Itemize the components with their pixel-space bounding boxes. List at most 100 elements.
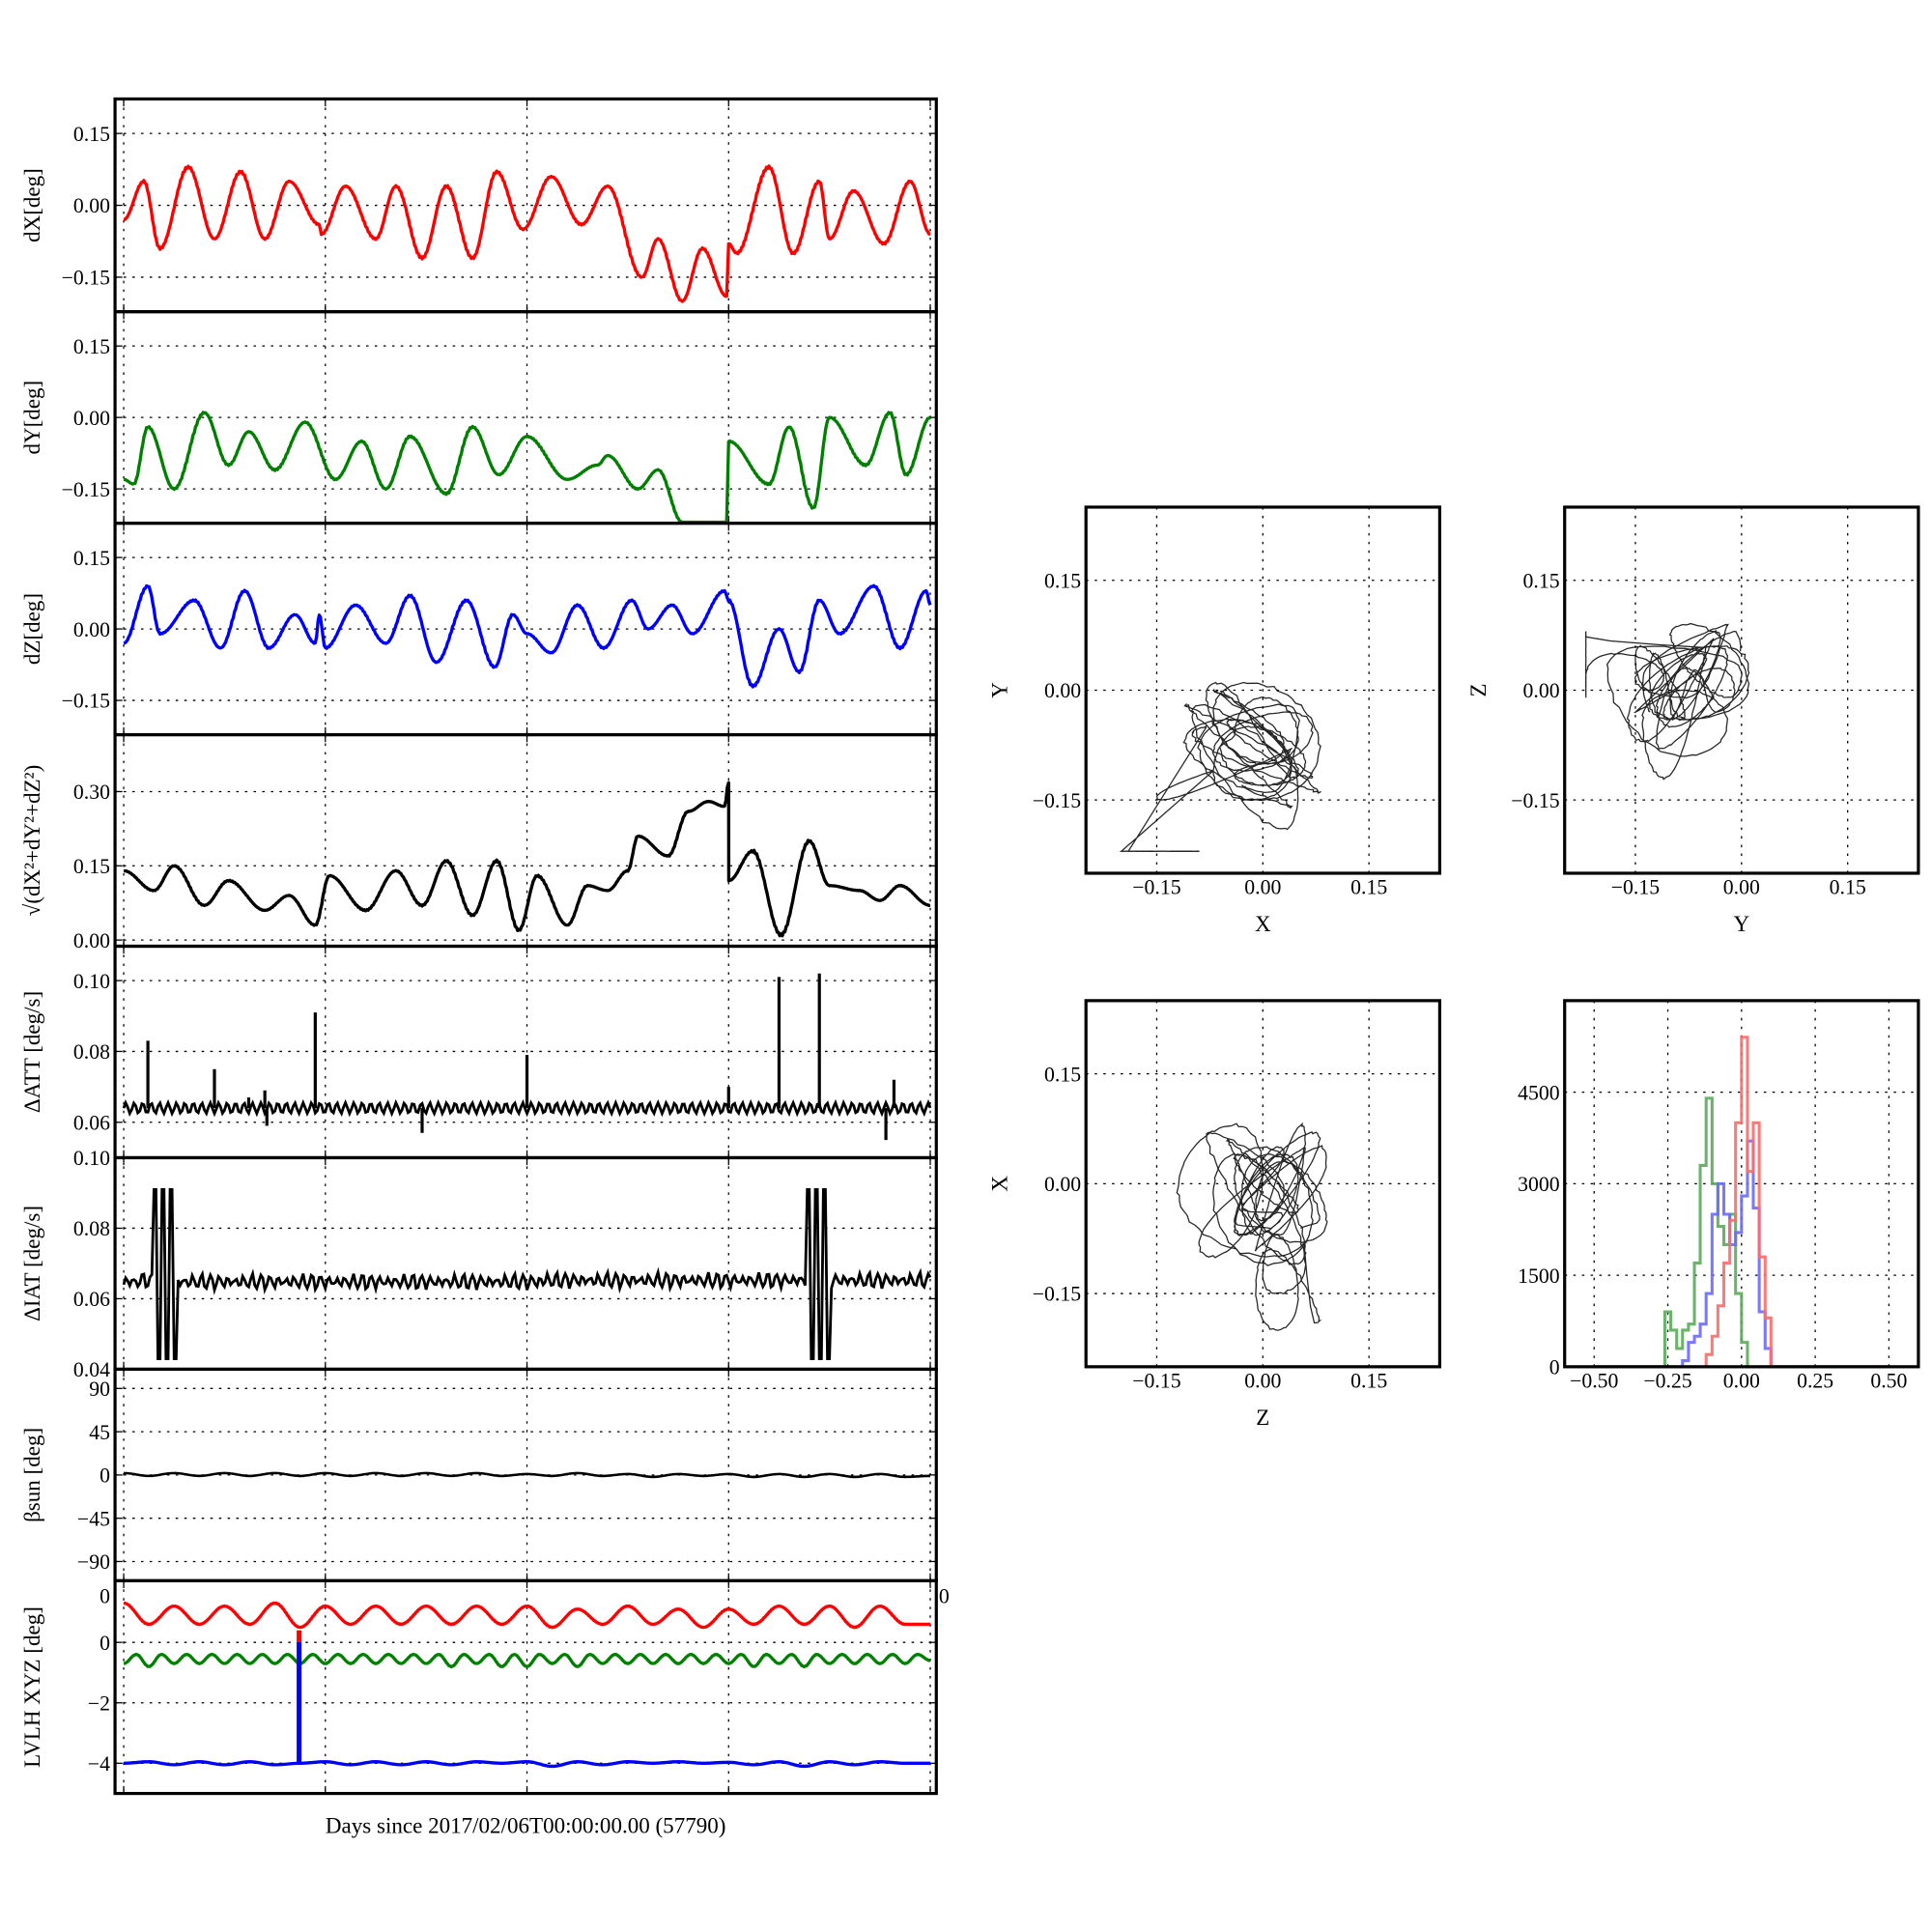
panel-yz: −0.15 −0.15 0.00 0.00 0.15 0.15 Y Z	[1465, 505, 1920, 936]
x-axis-label: Y	[1733, 911, 1749, 936]
x-tick-label: 0.15	[1350, 1370, 1387, 1393]
y-tick-label: 0.06	[73, 1288, 110, 1311]
axes-frame	[113, 1578, 938, 1796]
y-tick-label: 0	[99, 1632, 110, 1655]
panel-beta: 90 45 0 −45 −90 βsun [deg]	[19, 1367, 938, 1582]
y-tick-label: −90	[77, 1550, 110, 1574]
y-tick-label: 0.15	[1044, 1063, 1081, 1086]
panel-hist: −0.50 −0.25 0.00 0.25 0.50 4500 3000 1500 0	[1518, 999, 1920, 1393]
panel-diat: 0.10 0.08 0.06 0.04 ΔIAT [deg/s]	[19, 1147, 938, 1381]
plot-area-zx	[1176, 1122, 1328, 1331]
x-tick-label: 0.00	[1244, 1370, 1281, 1393]
plot-area-lvlh	[123, 1601, 931, 1769]
y-tick-label: 1500	[1518, 1264, 1560, 1288]
y-axis-label: dX[deg]	[19, 168, 44, 242]
y-tick-label: 0	[1549, 1356, 1560, 1379]
x-tick-label: 0.00	[1723, 876, 1760, 899]
y-tick-label: 0.15	[1044, 569, 1081, 592]
y-tick-label: −0.15	[62, 690, 110, 713]
x-tick-label: 0.25	[1797, 1370, 1833, 1393]
y-tick-label: −45	[77, 1507, 110, 1530]
histogram-dY	[1594, 1096, 1889, 1369]
y-tick-label: −0.15	[1033, 789, 1081, 812]
y-tick-label: 3000	[1518, 1173, 1560, 1196]
y-tick-label: 45	[89, 1421, 110, 1444]
plot-area-diat	[122, 1187, 932, 1360]
plot-area-yz	[1584, 622, 1750, 781]
y-axis-label: dZ[deg]	[19, 593, 44, 665]
trajectory-line	[1176, 1122, 1328, 1331]
panel-dy: 0.15 0.00 −0.15 dY[deg]	[19, 310, 938, 526]
y-axis-label: βsun [deg]	[19, 1428, 44, 1522]
x-tick-label: 0.50	[1870, 1370, 1907, 1393]
x-tick-label: 0.15	[1350, 876, 1387, 899]
corner-label: 0	[99, 1584, 110, 1607]
panel-datt: 0.10 0.08 0.06 ΔATT [deg/s]	[19, 944, 938, 1160]
corner-label: 0	[939, 1584, 950, 1607]
panel-dx: 0.15 0.00 −0.15 dX[deg]	[19, 97, 938, 314]
y-tick-label: −4	[88, 1752, 110, 1776]
plot-area-dy	[123, 411, 931, 524]
y-tick-label: −0.15	[1033, 1283, 1081, 1306]
y-tick-label: −0.15	[1511, 789, 1559, 812]
x-tick-label: −0.15	[1132, 876, 1180, 899]
series-line-beta_sun	[123, 1471, 930, 1479]
x-tick-label: −0.25	[1643, 1370, 1691, 1393]
y-tick-label: 0.15	[73, 855, 110, 878]
y-axis-label: X	[986, 1176, 1011, 1192]
x-tick-label: −0.15	[1611, 876, 1660, 899]
x-tick-label: −0.15	[1132, 1370, 1180, 1393]
series-line-dIAT	[122, 1187, 932, 1360]
axes-frame	[1563, 505, 1920, 875]
y-axis-label: ΔATT [deg/s]	[19, 991, 44, 1113]
series-line-dX	[123, 164, 931, 303]
y-tick-label: 0.30	[73, 781, 110, 804]
y-axis-label: ΔIAT [deg/s]	[19, 1206, 44, 1321]
x-tick-label: −0.50	[1570, 1370, 1618, 1393]
y-tick-label: 0.00	[1044, 1173, 1081, 1196]
y-tick-label: 0.15	[73, 547, 110, 570]
y-tick-label: 0.00	[1523, 679, 1560, 702]
series-line-dZ	[123, 583, 932, 689]
y-tick-label: 0.00	[73, 194, 110, 217]
series-line-Z	[123, 1760, 931, 1769]
y-tick-label: 0.15	[1523, 569, 1560, 592]
y-axis-label: √(dX²+dY²+dZ²)	[19, 765, 44, 917]
x-axis-label: Days since 2017/02/06T00:00:00.00 (57790…	[326, 1813, 726, 1838]
y-tick-label: 0	[99, 1464, 110, 1488]
y-tick-label: 0.15	[73, 335, 110, 358]
series-line-Y	[123, 1652, 931, 1669]
y-tick-label: −0.15	[62, 267, 110, 290]
x-tick-label: 0.00	[1723, 1370, 1760, 1393]
y-tick-label: 4500	[1518, 1081, 1560, 1104]
y-tick-label: 0.15	[73, 123, 110, 146]
y-tick-label: 0.00	[73, 407, 110, 430]
y-tick-label: 0.06	[73, 1111, 110, 1134]
x-tick-label: 0.00	[1244, 876, 1281, 899]
y-axis-label: Z	[1465, 683, 1491, 696]
y-tick-label: −2	[88, 1691, 110, 1715]
y-tick-label: 90	[89, 1378, 110, 1401]
panel-zx: −0.15 −0.15 0.00 0.00 0.15 0.15 Z X	[986, 999, 1441, 1430]
y-tick-label: 0.00	[73, 929, 110, 952]
y-tick-label: 0.00	[1044, 679, 1081, 702]
series-line-dATT	[122, 1098, 932, 1118]
x-axis-label: X	[1255, 911, 1271, 936]
series-line-X	[123, 1601, 931, 1630]
histogram-dZ	[1594, 1139, 1889, 1369]
trajectory-line	[1584, 622, 1750, 781]
plot-area-dz	[123, 583, 932, 689]
panel-xy: −0.15 −0.15 0.00 0.00 0.15 0.15 X Y	[986, 505, 1441, 936]
trajectory-line	[1119, 681, 1321, 852]
series-line-norm	[123, 781, 931, 938]
y-tick-label: 0.08	[73, 1217, 110, 1240]
x-tick-label: 0.15	[1830, 876, 1866, 899]
axes-frame	[1084, 505, 1441, 875]
y-tick-label: 0.00	[73, 618, 110, 641]
series-line-dY	[123, 411, 931, 524]
y-axis-label: Y	[986, 682, 1011, 698]
plot-area-beta	[123, 1471, 930, 1479]
panel-lvlh: 0 −2 −4 LVLH XYZ [deg] 0 0	[19, 1578, 950, 1796]
x-axis-label: Z	[1256, 1405, 1269, 1430]
